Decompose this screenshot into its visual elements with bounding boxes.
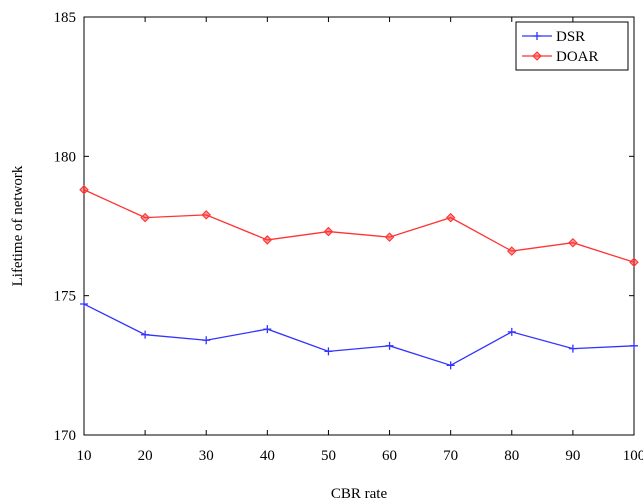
data-point-doar: [445, 212, 456, 223]
x-tick-label: 50: [321, 448, 336, 464]
plot-frame: [83, 16, 635, 436]
data-point-dsr: [385, 341, 394, 350]
legend: DSR DOAR: [515, 21, 629, 71]
y-tick-label: 175: [54, 289, 77, 305]
legend-marker-doar: [532, 51, 542, 61]
data-point-dsr: [80, 300, 88, 309]
y-tick-label: 180: [54, 149, 77, 165]
x-tick-label: 100: [623, 448, 643, 464]
data-point-doar: [568, 237, 578, 248]
series-dsr: [80, 300, 638, 370]
x-tick-label: 10: [77, 448, 92, 464]
x-tick-label: 90: [565, 448, 580, 464]
data-point-doar: [507, 246, 517, 256]
legend-box: [515, 21, 629, 71]
data-point-dsr: [263, 325, 272, 334]
plot-area-box: [83, 16, 635, 436]
data-point-doar: [201, 210, 211, 220]
data-point-dsr: [141, 330, 150, 339]
series-doar: [79, 184, 639, 268]
y-tick-label: 170: [54, 428, 77, 444]
x-tick-label: 60: [382, 448, 397, 464]
series-line-dsr: [83, 303, 635, 367]
data-point-doar: [323, 226, 334, 237]
data-point-dsr: [507, 327, 516, 336]
x-tick-label: 30: [199, 448, 214, 464]
data-point-doar: [140, 212, 150, 223]
x-tick-label: 70: [443, 448, 458, 464]
x-tick-label: 40: [260, 448, 275, 464]
x-axis-label: CBR rate: [331, 486, 388, 502]
legend-label-dsr: DSR: [556, 29, 585, 45]
data-point-doar: [262, 235, 273, 245]
series-line-doar: [83, 189, 635, 263]
data-point-dsr: [630, 341, 638, 350]
series-layer: [79, 184, 639, 370]
data-point-dsr: [324, 347, 333, 356]
y-axis-label: Lifetime of network: [10, 165, 26, 286]
data-point-doar: [79, 184, 89, 195]
data-point-dsr: [202, 336, 211, 345]
x-tick-label: 80: [504, 448, 519, 464]
data-point-doar: [629, 257, 639, 268]
legend-label-doar: DOAR: [556, 49, 599, 65]
data-point-dsr: [568, 344, 577, 353]
legend-marker-dsr: [533, 32, 541, 40]
axis-ticks: 10 20 30 40 50 60 70 80 90 100 170 175 180 185: [54, 10, 643, 464]
data-point-doar: [384, 232, 395, 242]
data-point-dsr: [446, 361, 455, 370]
x-tick-label: 20: [138, 448, 153, 464]
y-tick-label: 185: [54, 10, 77, 26]
